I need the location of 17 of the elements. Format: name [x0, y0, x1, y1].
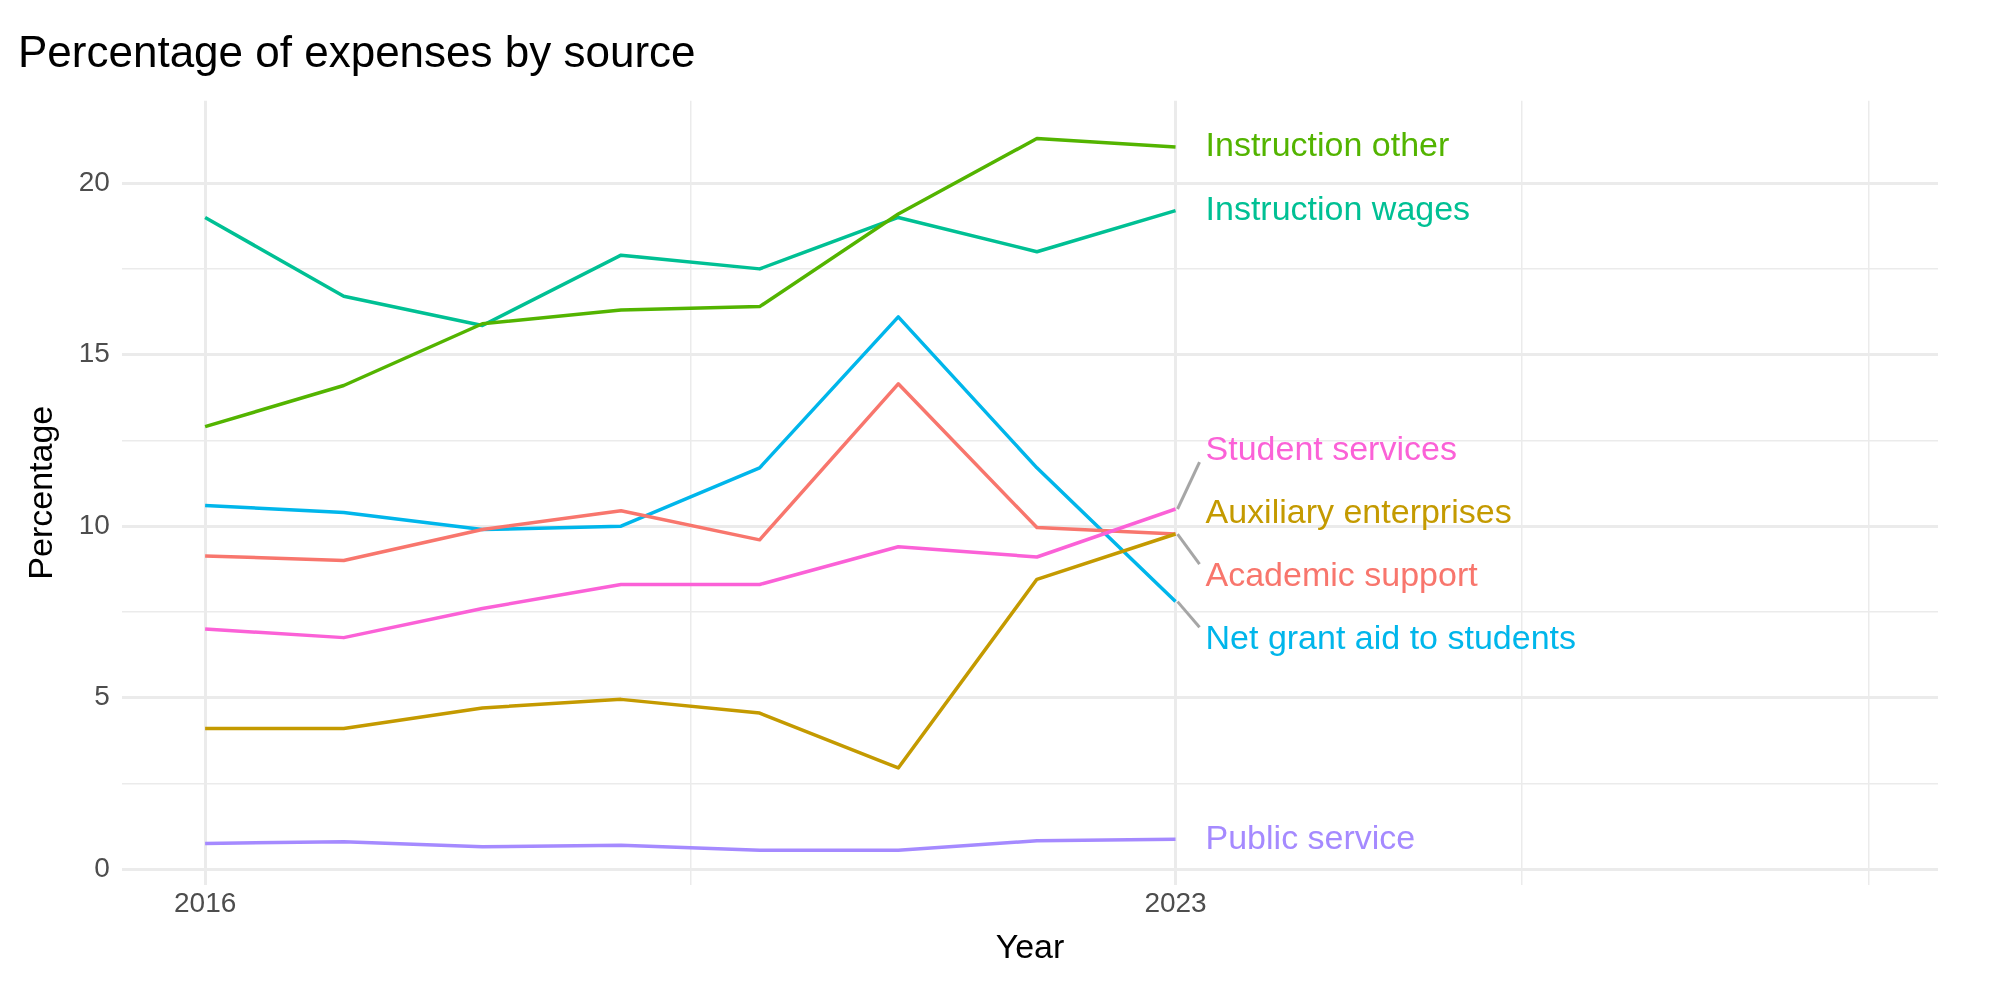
series-label: Academic support [1205, 554, 1479, 593]
x-tick-label: 2023 [1144, 887, 1207, 919]
series-label: Public service [1205, 817, 1416, 856]
y-tick-label: 0 [94, 851, 110, 883]
y-tick-label: 15 [78, 337, 110, 369]
series-label: Auxiliary enterprises [1205, 491, 1512, 530]
y-tick-label: 5 [94, 680, 110, 712]
y-axis-title: Percentage [20, 405, 59, 580]
x-axis-title: Year [995, 926, 1065, 965]
series-label: Instruction other [1205, 125, 1450, 164]
y-tick-label: 20 [78, 165, 110, 197]
chart-title: Percentage of expenses by source [18, 26, 696, 76]
series-label: Instruction wages [1205, 188, 1471, 227]
y-tick-label: 10 [78, 508, 110, 540]
x-tick-label: 2016 [173, 887, 237, 919]
series-label: Student services [1205, 428, 1457, 467]
series-label: Net grant aid to students [1205, 617, 1576, 656]
